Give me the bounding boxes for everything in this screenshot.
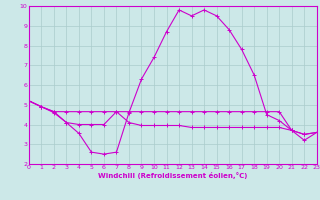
- X-axis label: Windchill (Refroidissement éolien,°C): Windchill (Refroidissement éolien,°C): [98, 172, 247, 179]
